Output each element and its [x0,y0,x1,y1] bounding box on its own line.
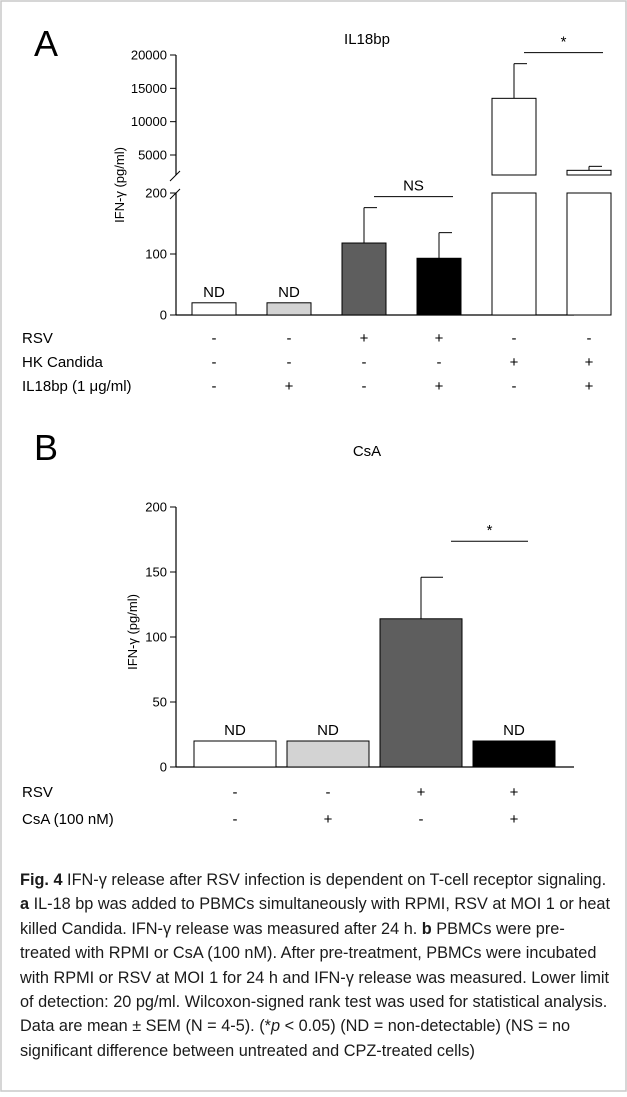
y-tick-label-b: 200 [145,500,167,515]
y-tick-label-a: 100 [145,247,167,262]
condition-sign-a: - [212,378,217,395]
condition-sign-b: - [419,811,424,828]
bar-label-b: ND [503,722,525,739]
condition-row-label-a: HK Candida [22,354,104,371]
significance-label-a: NS [403,178,424,195]
bar-b [472,740,556,768]
y-tick-label-b: 50 [153,695,167,710]
panel-label-a: A [34,23,58,64]
y-tick-label-a: 200 [145,186,167,201]
condition-sign-a: - [287,330,292,347]
condition-sign-a: + [360,330,369,347]
bar-a [566,169,612,176]
chart-title-b: CsA [353,443,381,460]
chart-title-a: IL18bp [344,31,390,48]
caption-b-label: b [421,919,432,938]
condition-sign-b: + [510,784,519,801]
condition-sign-a: - [512,378,517,395]
condition-sign-a: - [437,354,442,371]
caption-a-label: a [20,895,30,914]
caption-a-text: IL-18 bp was added to PBMCs simultaneous… [20,895,611,938]
condition-sign-b: - [233,784,238,801]
condition-sign-a: + [285,378,294,395]
condition-sign-b: + [417,784,426,801]
axis-break-a [169,188,181,200]
axis-break-a [169,170,181,182]
condition-sign-a: + [585,354,594,371]
condition-row-label-a: RSV [22,330,53,347]
bar-label-a: ND [278,284,300,301]
y-tick-label-b: 100 [145,630,167,645]
y-axis-label-b: IFN-γ (pg/ml) [125,594,140,670]
condition-sign-a: + [435,378,444,395]
y-tick-label-b: 150 [145,565,167,580]
y-tick-label-a: 20000 [131,48,167,63]
bar-a [191,302,237,316]
significance-label-a: * [561,34,567,51]
caption-tail-text: < 0.05) (ND = non-detectable) (NS = no s… [20,1017,571,1060]
figure-caption: Fig. 4 IFN-γ release after RSV infection… [20,868,612,1084]
bar-a [566,192,612,316]
condition-sign-a: - [212,330,217,347]
condition-sign-a: + [585,378,594,395]
bar-b [379,618,463,768]
condition-sign-b: + [324,811,333,828]
caption-fig-label: Fig. 4 [20,871,63,889]
bar-b [286,740,370,768]
bar-a [491,97,537,176]
bar-a [266,302,312,316]
caption-p-italic: p [270,1017,281,1036]
y-tick-label-a: 0 [160,308,167,323]
condition-sign-a: - [287,354,292,371]
y-tick-label-a: 5000 [138,148,167,163]
condition-sign-b: - [326,784,331,801]
bar-a [416,257,462,316]
condition-row-label-a: IL18bp (1 μg/ml) [22,378,132,395]
bar-a [491,192,537,316]
y-tick-label-b: 0 [160,760,167,775]
condition-sign-a: - [587,330,592,347]
condition-row-label-b: CsA (100 nM) [22,811,114,828]
condition-sign-a: + [510,354,519,371]
condition-sign-a: - [212,354,217,371]
y-tick-label-a: 10000 [131,114,167,129]
y-tick-label-a: 15000 [131,81,167,96]
condition-sign-a: + [435,330,444,347]
panel-label-b: B [34,427,58,468]
caption-title: IFN-γ release after RSV infection is dep… [62,871,607,889]
bar-label-a: ND [203,284,225,301]
condition-row-label-b: RSV [22,784,53,801]
condition-sign-b: + [510,811,519,828]
condition-sign-a: - [362,354,367,371]
bar-a [341,242,387,316]
bar-label-b: ND [317,722,339,739]
condition-sign-a: - [512,330,517,347]
bar-b [193,740,277,768]
y-axis-label-a: IFN-γ (pg/ml) [112,147,127,223]
condition-sign-b: - [233,811,238,828]
significance-label-b: * [487,522,493,539]
caption-b-text: PBMCs were pre-treated with RPMI or CsA … [20,919,610,1036]
condition-sign-a: - [362,378,367,395]
bar-label-b: ND [224,722,246,739]
